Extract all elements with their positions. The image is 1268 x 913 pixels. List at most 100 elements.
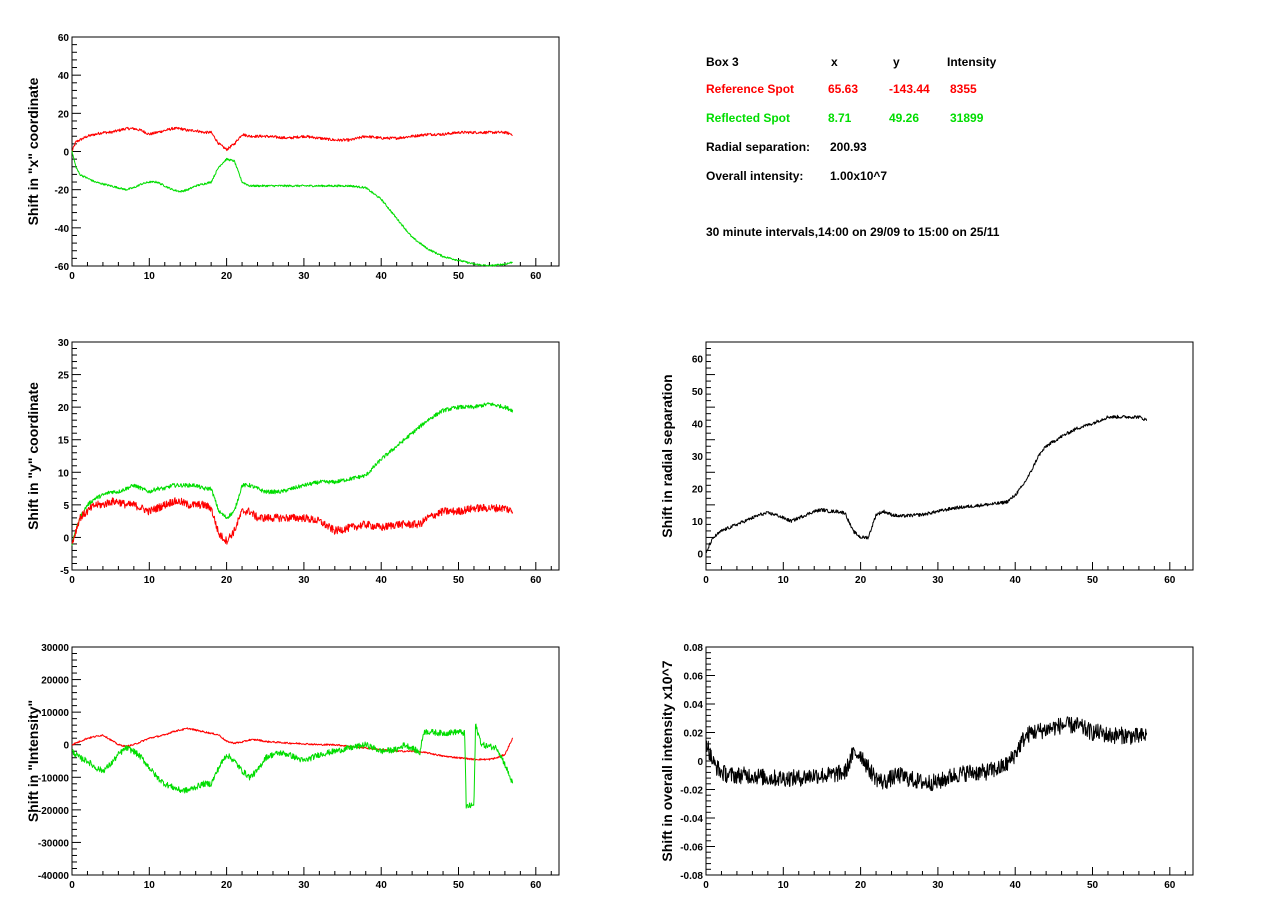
x-tick-label: 60 [1164,575,1176,586]
plot-frame [705,646,1194,876]
x-tick-label: 20 [855,575,867,586]
x-tick-label: 30 [298,271,310,282]
y-tick-label: 40 [58,71,70,82]
col-header-y: y [893,55,900,69]
series-line-1 [71,497,514,545]
x-tick-label: 40 [1010,880,1022,891]
y-tick-label: -10000 [38,773,70,784]
chart-radial-shift: 0 10 20 30 40 50 60 0 10 20 30 40 50 60 Shift in radia… [659,341,1194,586]
y-tick-label: -0.08 [680,871,703,882]
x-tick-label: 60 [530,575,542,586]
y-axis-label: Shift in "y" coordinate [25,382,41,530]
x-tick-label: 10 [144,575,156,586]
x-tick-label: 10 [144,880,156,891]
x-tick-label: 20 [855,880,867,891]
plot-frame [71,646,560,876]
x-tick-label: 60 [1164,880,1176,891]
y-tick-label: -0.04 [680,814,703,825]
y-axis-label: Shift in "x" coordinate [25,77,41,225]
y-tick-label: -5 [60,566,69,577]
chart-x-shift: 0 10 20 30 40 50 60 -60 -40 -20 0 20 40 60 Shift in "x… [25,33,560,282]
y-tick-label: 15 [58,436,70,447]
x-tick-label: 50 [453,575,465,586]
x-tick-label: 30 [298,880,310,891]
plot-frame [71,341,560,571]
y-tick-label: 0 [697,757,703,768]
y-tick-label: 20000 [41,676,69,687]
y-tick-label: 50 [692,387,704,398]
x-tick-label: 20 [221,880,233,891]
y-tick-label: 60 [692,354,704,365]
y-tick-label: 0.04 [684,700,704,711]
box-title: Box 3 [706,55,739,69]
overall-intensity-value: 1.00x10^7 [830,169,888,183]
x-tick-label: 30 [932,880,944,891]
y-tick-label: 30 [692,452,704,463]
x-tick-label: 50 [1087,880,1099,891]
y-tick-label: 30000 [41,643,69,654]
y-axis-label: Shift in radial separation [659,374,675,537]
x-tick-label: 30 [298,575,310,586]
y-tick-label: -30000 [38,838,70,849]
series-line-0 [71,126,513,152]
y-tick-label: 0 [63,148,69,159]
series-line-1 [71,150,513,267]
x-tick-label: 50 [453,880,465,891]
series-line-0 [71,402,514,546]
y-axis-label: Shift in overall intensity x10^7 [659,660,675,861]
y-tick-label: 0.06 [684,672,704,683]
x-tick-label: 40 [1010,575,1022,586]
x-tick-label: 40 [376,880,388,891]
y-tick-label: 10 [692,517,704,528]
chart-overall-intensity-shift: 0 10 20 30 40 50 60 -0.08 -0.06 -0.04 -0.02 0 0.02 0.… [659,643,1194,891]
y-tick-label: -20000 [38,806,70,817]
x-tick-label: 0 [703,575,709,586]
series-line-0 [705,716,1148,792]
x-tick-label: 10 [778,880,790,891]
y-tick-label: -20 [55,186,70,197]
x-tick-label: 20 [221,575,233,586]
y-tick-label: -0.02 [680,786,703,797]
series-line-1 [71,723,514,809]
x-tick-label: 40 [376,271,388,282]
y-axis-label: Shift in "Intensity" [25,700,41,822]
x-tick-label: 0 [69,271,75,282]
reference-spot-x: 65.63 [828,82,859,96]
x-tick-label: 10 [778,575,790,586]
reflected-spot-intensity: 31899 [950,111,984,125]
reflected-spot-label: Reflected Spot [706,111,791,125]
y-tick-label: 0 [697,550,703,561]
y-tick-label: -0.06 [680,843,703,854]
y-tick-label: 0 [63,533,69,544]
x-tick-label: 10 [144,271,156,282]
info-panel: Box 3 x y Intensity Reference Spot 65.63… [706,48,1226,248]
x-tick-label: 40 [376,575,388,586]
y-tick-label: 20 [692,485,704,496]
x-tick-label: 0 [703,880,709,891]
x-tick-label: 60 [530,271,542,282]
y-tick-label: 25 [58,371,70,382]
overall-intensity-label: Overall intensity: [706,169,804,183]
y-tick-label: 60 [58,33,70,44]
x-tick-label: 0 [69,575,75,586]
x-tick-label: 0 [69,880,75,891]
reference-spot-label: Reference Spot [706,82,795,96]
y-tick-label: 0.02 [684,729,704,740]
interval-note: 30 minute intervals,14:00 on 29/09 to 15… [706,225,1000,239]
plot-frame [71,36,560,267]
y-tick-label: -40000 [38,871,70,882]
reflected-spot-y: 49.26 [889,111,920,125]
plot-frame [705,341,1194,571]
series-line-0 [705,414,1148,554]
x-tick-label: 50 [1087,575,1099,586]
y-tick-label: 10 [58,468,70,479]
y-tick-label: 40 [692,419,704,430]
y-tick-label: 0 [63,741,69,752]
radial-separation-label: Radial separation: [706,140,811,154]
x-tick-label: 50 [453,271,465,282]
x-tick-label: 30 [932,575,944,586]
chart-intensity-shift: 0 10 20 30 40 50 60 -40000 -30000 -20000 -10000 0 10… [25,643,560,891]
reflected-spot-x: 8.71 [828,111,852,125]
